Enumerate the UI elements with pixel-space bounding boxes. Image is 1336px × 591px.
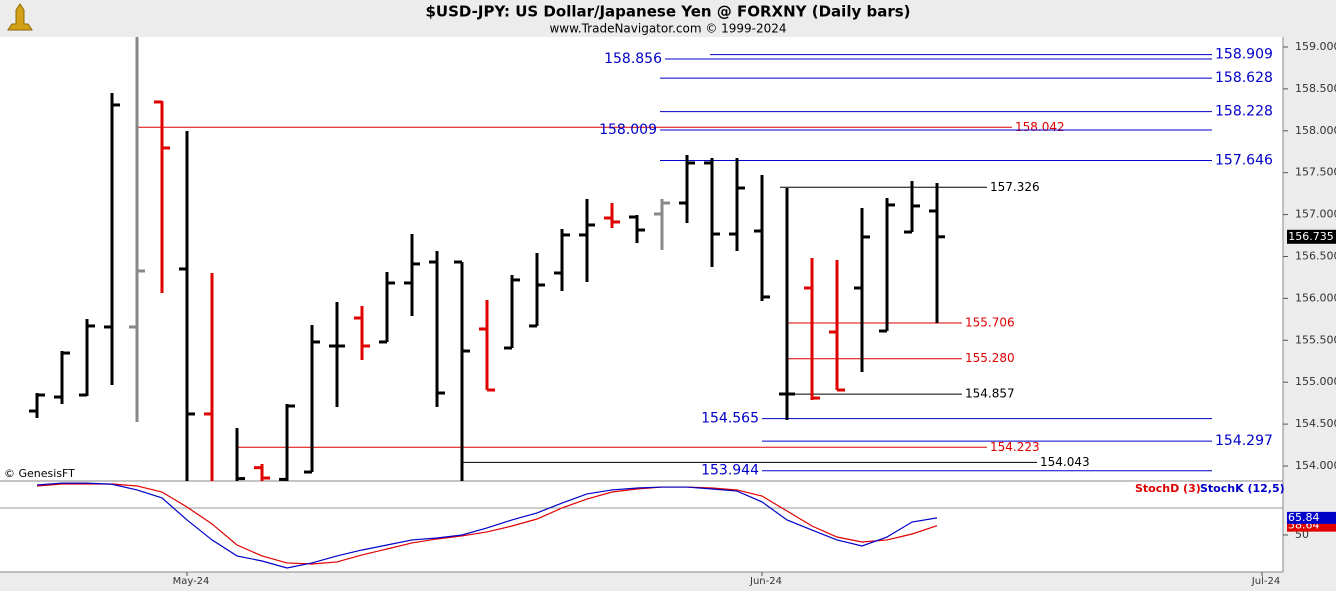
y-tick-label: 156.500 [1295,249,1336,262]
level-label: 158.628 [1215,70,1273,86]
level-label: 154.857 [965,387,1015,401]
level-label: 158.042 [1015,120,1065,134]
level-label: 154.223 [990,440,1040,454]
chart-subtitle: www.TradeNavigator.com © 1999-2024 [549,22,786,36]
value-tag [1287,511,1336,524]
last-price-label: 156.735 [1288,230,1334,243]
y-tick-label: 158.000 [1295,124,1336,137]
plot-area [0,37,1283,572]
y-tick-label: 154.000 [1295,459,1336,472]
y-tick-label: 157.500 [1295,166,1336,179]
level-label: 154.565 [701,411,759,427]
level-label: 155.280 [965,351,1015,365]
stoch-line [36,482,938,569]
y-tick-label: 158.500 [1295,82,1336,95]
stoch-panel [0,482,1283,569]
y-tick-label: 156.000 [1295,291,1336,304]
y-tick-label: 155.500 [1295,333,1336,346]
level-label: 157.646 [1215,152,1273,168]
x-tick-label: May-24 [173,576,210,587]
last-price-tag [1287,229,1336,244]
y-tick-label: 157.000 [1295,208,1336,221]
y-tick-label: 155.000 [1295,375,1336,388]
chart-title: $USD-JPY: US Dollar/Japanese Yen @ FORXN… [426,3,911,21]
x-tick-label: Jul-24 [1251,576,1280,587]
level-label: 157.326 [990,180,1040,194]
y-tick-label: 154.500 [1295,417,1336,430]
level-label: 158.228 [1215,104,1273,120]
value-tag-label: 65.84 [1288,511,1320,524]
x-tick-label: Jun-24 [749,576,782,587]
level-label: 153.944 [701,463,759,479]
legend-entry: StochD (3) [1135,482,1201,495]
price-panel: 158.856 158.042 158.009 157.326 155.706 155.2… [29,37,1212,481]
level-label: 158.856 [604,51,662,67]
level-label: 154.043 [1040,455,1090,469]
level-label: 158.009 [599,122,657,138]
level-label: 155.706 [965,316,1015,330]
y-tick-label: 159.000 [1295,40,1336,53]
legend-entry: StochK (12,5) [1200,482,1285,495]
watermark: © GenesisFT [4,467,75,480]
stoch-line [36,483,938,565]
logo [7,3,33,31]
level-label: 158.909 [1215,47,1273,63]
level-label: 154.297 [1215,433,1273,449]
